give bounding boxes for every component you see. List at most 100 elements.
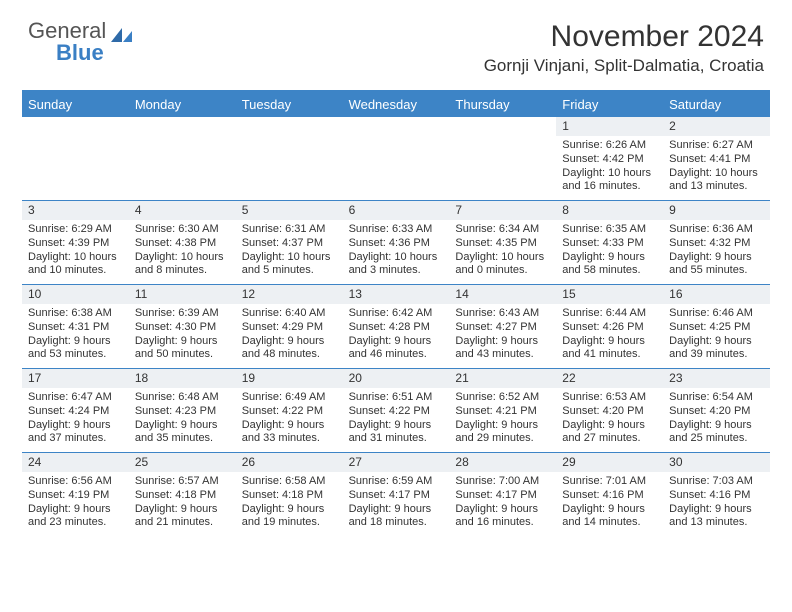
daylight2-text: and 16 minutes. <box>562 180 657 194</box>
day-number: 9 <box>663 201 770 220</box>
daylight1-text: Daylight: 9 hours <box>669 335 764 349</box>
sunrise-text: Sunrise: 6:52 AM <box>455 391 550 405</box>
sunrise-text: Sunrise: 6:36 AM <box>669 223 764 237</box>
sunrise-text: Sunrise: 6:44 AM <box>562 307 657 321</box>
daylight2-text: and 14 minutes. <box>562 516 657 530</box>
week-row: 10Sunrise: 6:38 AMSunset: 4:31 PMDayligh… <box>22 285 770 369</box>
day-cell: 10Sunrise: 6:38 AMSunset: 4:31 PMDayligh… <box>22 285 129 368</box>
daylight1-text: Daylight: 9 hours <box>349 503 444 517</box>
day-number: 15 <box>556 285 663 304</box>
sunrise-text: Sunrise: 6:34 AM <box>455 223 550 237</box>
day-number: 11 <box>129 285 236 304</box>
sunset-text: Sunset: 4:18 PM <box>135 489 230 503</box>
sunset-text: Sunset: 4:39 PM <box>28 237 123 251</box>
day-cell: 26 Sunrise: 6:58 AMSunset: 4:18 PMDayligh… <box>236 453 343 536</box>
day-cell: 6Sunrise: 6:33 AMSunset: 4:36 PMDaylight… <box>343 201 450 284</box>
daylight2-text: and 33 minutes. <box>242 432 337 446</box>
daylight1-text: Daylight: 10 hours <box>28 251 123 265</box>
sunset-text: Sunset: 4:20 PM <box>669 405 764 419</box>
week-row: 17Sunrise: 6:47 AMSunset: 4:24 PMDayligh… <box>22 369 770 453</box>
sunset-text: Sunset: 4:18 PM <box>242 489 337 503</box>
sunrise-text: Sunrise: 6:49 AM <box>242 391 337 405</box>
daylight1-text: Daylight: 9 hours <box>135 335 230 349</box>
day-cell: 5Sunrise: 6:31 AMSunset: 4:37 PMDaylight… <box>236 201 343 284</box>
day-header-cell: Sunday <box>22 92 129 117</box>
day-cell: 7Sunrise: 6:34 AMSunset: 4:35 PMDaylight… <box>449 201 556 284</box>
day-cell: 30Sunrise: 7:03 AMSunset: 4:16 PMDayligh… <box>663 453 770 536</box>
daylight2-text: and 19 minutes. <box>242 516 337 530</box>
daylight1-text: Daylight: 10 hours <box>135 251 230 265</box>
day-number: 8 <box>556 201 663 220</box>
day-number: 27 <box>343 453 450 472</box>
day-cell: 2Sunrise: 6:27 AMSunset: 4:41 PMDaylight… <box>663 117 770 200</box>
day-cell: 17Sunrise: 6:47 AMSunset: 4:24 PMDayligh… <box>22 369 129 452</box>
daylight2-text: and 58 minutes. <box>562 264 657 278</box>
day-number: 2 <box>663 117 770 136</box>
daylight1-text: Daylight: 9 hours <box>349 335 444 349</box>
sunset-text: Sunset: 4:22 PM <box>349 405 444 419</box>
daylight1-text: Daylight: 10 hours <box>242 251 337 265</box>
sunrise-text: Sunrise: 6:53 AM <box>562 391 657 405</box>
sunset-text: Sunset: 4:17 PM <box>349 489 444 503</box>
day-cell: 15Sunrise: 6:44 AMSunset: 4:26 PMDayligh… <box>556 285 663 368</box>
day-number: 29 <box>556 453 663 472</box>
daylight2-text: and 39 minutes. <box>669 348 764 362</box>
sunrise-text: Sunrise: 6:43 AM <box>455 307 550 321</box>
day-header-cell: Thursday <box>449 92 556 117</box>
day-number: 23 <box>663 369 770 388</box>
daylight2-text: and 8 minutes. <box>135 264 230 278</box>
day-number: 26 <box>236 453 343 472</box>
day-number: 5 <box>236 201 343 220</box>
day-number: 3 <box>22 201 129 220</box>
day-header-cell: Monday <box>129 92 236 117</box>
day-number: 17 <box>22 369 129 388</box>
sunset-text: Sunset: 4:42 PM <box>562 153 657 167</box>
title-block: November 2024 Gornji Vinjani, Split-Dalm… <box>484 20 764 76</box>
daylight1-text: Daylight: 9 hours <box>135 503 230 517</box>
day-header-row: SundayMondayTuesdayWednesdayThursdayFrid… <box>22 92 770 117</box>
daylight1-text: Daylight: 9 hours <box>455 419 550 433</box>
daylight1-text: Daylight: 9 hours <box>242 503 337 517</box>
sunset-text: Sunset: 4:22 PM <box>242 405 337 419</box>
daylight1-text: Daylight: 9 hours <box>562 251 657 265</box>
daylight1-text: Daylight: 9 hours <box>242 335 337 349</box>
sunset-text: Sunset: 4:20 PM <box>562 405 657 419</box>
header: General Blue November 2024 Gornji Vinjan… <box>0 0 792 82</box>
sunset-text: Sunset: 4:21 PM <box>455 405 550 419</box>
sunrise-text: Sunrise: 6:27 AM <box>669 139 764 153</box>
daylight2-text: and 55 minutes. <box>669 264 764 278</box>
week-row: .....1Sunrise: 6:26 AMSunset: 4:42 PMDay… <box>22 117 770 201</box>
day-header-cell: Friday <box>556 92 663 117</box>
daylight2-text: and 5 minutes. <box>242 264 337 278</box>
daylight2-text: and 18 minutes. <box>349 516 444 530</box>
day-cell: 16Sunrise: 6:46 AMSunset: 4:25 PMDayligh… <box>663 285 770 368</box>
day-number: 24 <box>22 453 129 472</box>
logo-word2: Blue <box>56 42 133 64</box>
daylight1-text: Daylight: 9 hours <box>562 419 657 433</box>
weeks-container: .....1Sunrise: 6:26 AMSunset: 4:42 PMDay… <box>22 117 770 536</box>
sunrise-text: Sunrise: 6:54 AM <box>669 391 764 405</box>
daylight2-text: and 16 minutes. <box>455 516 550 530</box>
sunrise-text: Sunrise: 6:33 AM <box>349 223 444 237</box>
week-row: 3Sunrise: 6:29 AMSunset: 4:39 PMDaylight… <box>22 201 770 285</box>
location: Gornji Vinjani, Split-Dalmatia, Croatia <box>484 56 764 76</box>
sunrise-text: Sunrise: 6:47 AM <box>28 391 123 405</box>
sunrise-text: Sunrise: 6:31 AM <box>242 223 337 237</box>
sunset-text: Sunset: 4:28 PM <box>349 321 444 335</box>
sunrise-text: Sunrise: 6:30 AM <box>135 223 230 237</box>
calendar: SundayMondayTuesdayWednesdayThursdayFrid… <box>22 90 770 536</box>
sunrise-text: Sunrise: 6:48 AM <box>135 391 230 405</box>
sunset-text: Sunset: 4:27 PM <box>455 321 550 335</box>
daylight1-text: Daylight: 10 hours <box>349 251 444 265</box>
sunset-text: Sunset: 4:36 PM <box>349 237 444 251</box>
daylight1-text: Daylight: 9 hours <box>28 335 123 349</box>
daylight1-text: Daylight: 9 hours <box>562 503 657 517</box>
daylight1-text: Daylight: 10 hours <box>562 167 657 181</box>
sunrise-text: Sunrise: 6:56 AM <box>28 475 123 489</box>
sunrise-text: Sunrise: 7:01 AM <box>562 475 657 489</box>
logo-sail-icon <box>111 26 133 44</box>
sunrise-text: Sunrise: 6:58 AM <box>242 475 337 489</box>
daylight1-text: Daylight: 10 hours <box>669 167 764 181</box>
daylight2-text: and 53 minutes. <box>28 348 123 362</box>
day-cell: 28Sunrise: 7:00 AMSunset: 4:17 PMDayligh… <box>449 453 556 536</box>
